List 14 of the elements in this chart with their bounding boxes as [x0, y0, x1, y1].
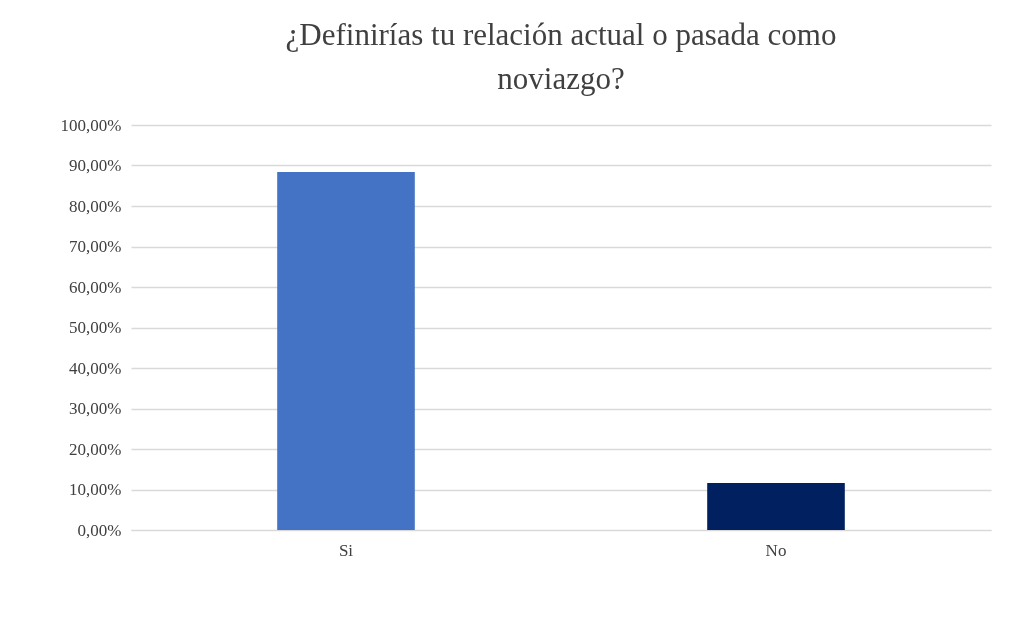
y-tick-label: 90,00%: [69, 156, 122, 175]
y-tick-label: 70,00%: [69, 237, 122, 256]
y-tick-label: 40,00%: [69, 358, 122, 378]
y-tick-label: 30,00%: [69, 399, 122, 418]
y-tick-label: 100,00%: [60, 115, 122, 135]
chart-title: ¿Definirías tu relación actual o pasada como noviazgo?: [285, 17, 837, 96]
x-tick-label: No: [765, 540, 787, 560]
x-tick-label: Si: [338, 540, 354, 560]
y-tick-label: 60,00%: [69, 277, 122, 297]
y-tick-label: 20,00%: [69, 439, 122, 459]
y-tick-label: 80,00%: [69, 196, 122, 216]
y-tick-label: 50,00%: [69, 318, 122, 337]
y-tick-label: 0,00%: [77, 520, 122, 540]
y-tick-label: 10,00%: [69, 480, 122, 499]
